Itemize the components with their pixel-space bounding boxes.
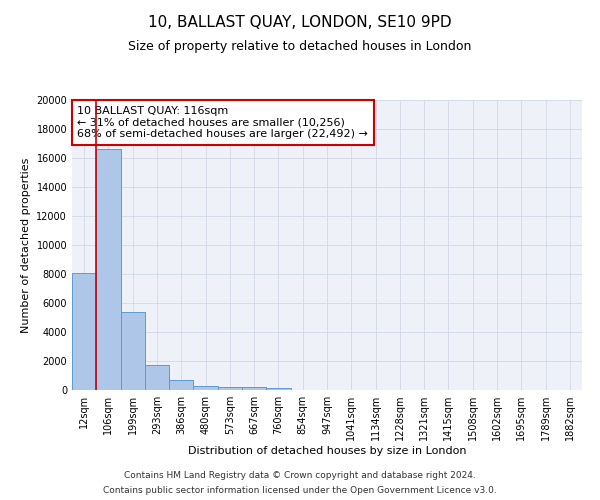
Bar: [121, 312, 145, 390]
Bar: [266, 388, 290, 390]
Bar: [242, 388, 266, 390]
Bar: [193, 386, 218, 390]
Bar: [72, 274, 96, 390]
Text: Contains HM Land Registry data © Crown copyright and database right 2024.: Contains HM Land Registry data © Crown c…: [124, 471, 476, 480]
Text: 10, BALLAST QUAY, LONDON, SE10 9PD: 10, BALLAST QUAY, LONDON, SE10 9PD: [148, 15, 452, 30]
Bar: [145, 364, 169, 390]
Bar: [96, 150, 121, 390]
Bar: [218, 387, 242, 390]
Text: Size of property relative to detached houses in London: Size of property relative to detached ho…: [128, 40, 472, 53]
Text: Contains public sector information licensed under the Open Government Licence v3: Contains public sector information licen…: [103, 486, 497, 495]
Text: 10 BALLAST QUAY: 116sqm
← 31% of detached houses are smaller (10,256)
68% of sem: 10 BALLAST QUAY: 116sqm ← 31% of detache…: [77, 106, 368, 139]
Y-axis label: Number of detached properties: Number of detached properties: [21, 158, 31, 332]
Bar: [169, 380, 193, 390]
X-axis label: Distribution of detached houses by size in London: Distribution of detached houses by size …: [188, 446, 466, 456]
